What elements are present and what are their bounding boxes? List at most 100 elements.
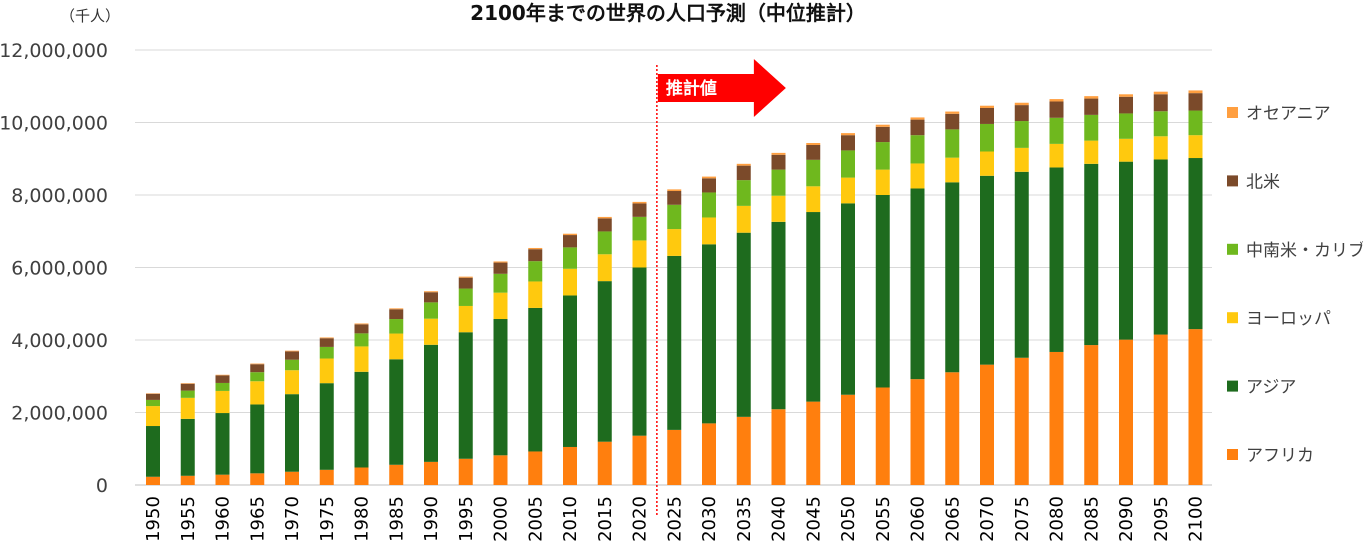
bar-segment	[354, 371, 369, 468]
bar-segment	[528, 281, 543, 308]
bar-segment	[910, 379, 925, 485]
bar-segment	[667, 204, 682, 230]
bar-segment	[1119, 94, 1133, 97]
bar-segment	[1049, 117, 1064, 144]
bar-segment	[736, 416, 751, 485]
bar-segment	[1084, 140, 1099, 164]
bar-segment	[1188, 329, 1203, 485]
bar-segment	[146, 399, 160, 407]
bar-segment	[841, 177, 855, 204]
bar-segment	[250, 404, 265, 474]
bar-segment	[215, 474, 230, 485]
projection-arrow-shape	[657, 59, 786, 117]
bar-segment	[215, 382, 230, 391]
bar-segment	[1014, 357, 1029, 485]
bar-segment	[146, 406, 160, 427]
x-tick-label: 2015	[595, 496, 616, 542]
bar-segment	[597, 231, 612, 255]
bar-segment	[771, 409, 786, 485]
bar-segment	[458, 277, 473, 289]
x-tick-label: 2050	[838, 496, 859, 542]
bar-segment	[632, 201, 647, 204]
bar-segment	[528, 247, 543, 250]
x-tick-label: 2060	[908, 496, 929, 542]
bar-segment	[563, 295, 577, 447]
x-tick-label: 1985	[386, 496, 407, 542]
bar-segment	[563, 233, 577, 236]
bar-segment	[980, 364, 994, 485]
bar-segment	[702, 423, 716, 485]
bar-segment	[1049, 143, 1064, 168]
bar-segment	[285, 350, 299, 352]
x-tick-label: 2070	[977, 496, 998, 542]
bar-segment	[667, 255, 682, 430]
bar-segment	[667, 191, 682, 205]
bar-segment	[215, 390, 230, 414]
legend-label: ヨーロッパ	[1246, 309, 1331, 329]
bar-segment	[736, 163, 751, 166]
bar-segment	[1049, 351, 1064, 485]
bar-segment	[493, 319, 508, 456]
bar-segment	[146, 393, 160, 400]
bar-segment	[875, 195, 890, 388]
bar-segment	[1084, 98, 1099, 115]
bar-segment	[736, 232, 751, 417]
bar-segment	[1084, 96, 1099, 99]
bar-segment	[389, 333, 404, 360]
bar-segment	[215, 413, 230, 475]
x-tick-label: 2055	[873, 496, 894, 542]
bar-segment	[702, 178, 716, 193]
x-tick-label: 2045	[803, 496, 824, 542]
x-tick-label: 1950	[143, 496, 164, 542]
bar-segment	[1084, 114, 1099, 141]
bar-segment	[1014, 147, 1029, 172]
bar-segment	[806, 212, 821, 402]
bar-segment	[1014, 105, 1029, 122]
bar-segment	[806, 143, 821, 145]
bar-segment	[910, 117, 925, 120]
x-tick-label: 2085	[1081, 496, 1102, 542]
bar-segment	[945, 129, 960, 158]
bar-segment	[389, 319, 404, 334]
projection-arrow: 推計値	[657, 59, 786, 117]
bar-segment	[1153, 91, 1168, 95]
bar-segment	[945, 182, 960, 373]
bar-segment	[1119, 161, 1133, 340]
x-tick-label: 2065	[942, 496, 963, 542]
bar-segment	[285, 359, 299, 371]
bar-segment	[493, 262, 508, 274]
x-tick-label: 2035	[734, 496, 755, 542]
x-tick-label: 1995	[456, 496, 477, 542]
bar-segment	[319, 469, 334, 485]
bar-segment	[1014, 102, 1029, 106]
bar-segment	[250, 363, 265, 365]
x-tick-label: 1970	[282, 496, 303, 542]
bar-segment	[875, 124, 890, 127]
bar-segment	[1119, 138, 1133, 162]
x-tick-label: 1960	[213, 496, 234, 542]
bar-segment	[597, 281, 612, 442]
x-tick-label: 1980	[352, 496, 373, 542]
x-tick-label: 1990	[421, 496, 442, 542]
bar-segment	[1188, 90, 1203, 94]
bar-segment	[667, 189, 682, 192]
bar-segment	[806, 186, 821, 213]
bar-segment	[841, 394, 855, 485]
bar-segment	[736, 180, 751, 206]
bar-segment	[945, 372, 960, 485]
bar-segment	[597, 216, 612, 219]
bar-segment	[1049, 99, 1064, 102]
bar-segment	[1153, 111, 1168, 137]
bar-segment	[875, 169, 890, 195]
bar-segment	[285, 351, 299, 360]
bar-segment	[632, 267, 647, 436]
bar-segment	[389, 308, 404, 310]
x-tick-label: 2030	[699, 496, 720, 542]
bar-segment	[563, 247, 577, 269]
bar-segment	[180, 397, 195, 419]
bar-segment	[875, 126, 890, 143]
y-tick-label: 12,000,000	[0, 40, 108, 62]
bar-segment	[702, 217, 716, 245]
bar-segment	[632, 203, 647, 217]
bar-segment	[319, 346, 334, 359]
